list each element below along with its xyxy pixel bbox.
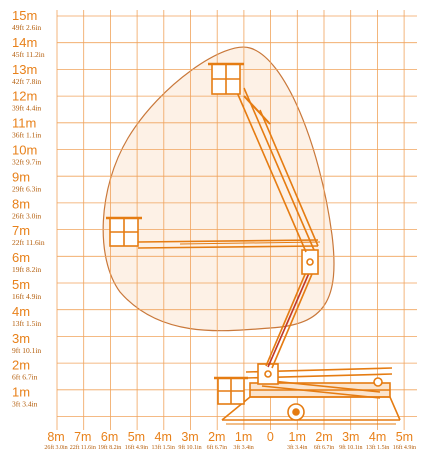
upper-boom-raised xyxy=(235,87,319,253)
y-tick-label-feet: 16ft 4.9in xyxy=(12,292,41,301)
x-tick-label-feet: 6ft 6.7in xyxy=(314,444,334,450)
y-tick-label-feet: 13ft 1.5in xyxy=(12,319,41,328)
x-tick-label-meters: 8m xyxy=(47,430,64,444)
boom-lift-machine xyxy=(106,62,401,425)
x-tick-label-meters: 1m xyxy=(289,430,306,444)
wheel-icon xyxy=(287,403,305,421)
x-tick-label-meters: 2m xyxy=(315,430,332,444)
y-tick-label-meters: 5m xyxy=(12,277,30,292)
x-tick-label-feet: 13ft 1.5in xyxy=(366,444,389,450)
x-tick-label-meters: 3m xyxy=(342,430,359,444)
x-tick-label-feet: 9ft 10.1in xyxy=(178,444,201,450)
x-tick-label-meters: 5m xyxy=(396,430,413,444)
y-tick-label-meters: 6m xyxy=(12,250,30,265)
x-tick-label-meters: 5m xyxy=(128,430,145,444)
y-tick-label-meters: 3m xyxy=(12,331,30,346)
y-tick-label-feet: 9ft 10.1in xyxy=(12,346,41,355)
chassis xyxy=(221,382,401,425)
y-tick-label-meters: 12m xyxy=(12,89,37,104)
x-tick-label-meters: 7m xyxy=(74,430,91,444)
x-tick-label-feet: 13ft 1.5in xyxy=(152,444,175,450)
x-tick-label-feet: 16ft 4.9in xyxy=(125,444,148,450)
x-tick-label-meters: 2m xyxy=(208,430,225,444)
x-tick-label-meters: 4m xyxy=(369,430,386,444)
y-tick-label-meters: 4m xyxy=(12,304,30,319)
boom-outreach xyxy=(137,239,321,249)
y-tick-label-meters: 7m xyxy=(12,223,30,238)
x-tick-label-feet: 22ft 11.6in xyxy=(70,444,96,450)
x-tick-label-feet: 9ft 10.1in xyxy=(339,444,362,450)
y-tick-label-meters: 2m xyxy=(12,358,30,373)
y-tick-label-meters: 1m xyxy=(12,385,30,400)
y-tick-label-meters: 11m xyxy=(12,116,36,131)
y-tick-label-meters: 15m xyxy=(12,8,37,23)
y-tick-label-feet: 3ft 3.4in xyxy=(12,400,38,409)
y-tick-label-feet: 42ft 7.8in xyxy=(12,77,41,86)
platform-max-height xyxy=(208,62,244,95)
x-tick-label-feet: 26ft 3.0in xyxy=(44,444,67,450)
x-tick-label-feet: 3ft 3.4in xyxy=(233,444,253,450)
lower-boom xyxy=(265,271,313,369)
y-tick-label-feet: 19ft 8.2in xyxy=(12,265,41,274)
x-tick-label-feet: 16ft 4.9in xyxy=(393,444,416,450)
x-tick-label-feet: 3ft 3.4in xyxy=(287,444,307,450)
x-tick-label-meters: 6m xyxy=(101,430,118,444)
y-tick-label-meters: 10m xyxy=(12,143,37,158)
y-tick-label-feet: 39ft 4.4in xyxy=(12,104,41,113)
x-tick-label-meters: 1m xyxy=(235,430,252,444)
x-tick-label-meters: 3m xyxy=(181,430,198,444)
y-tick-label-meters: 13m xyxy=(12,62,37,77)
x-tick-label-meters: 0 xyxy=(267,430,274,444)
y-tick-label-feet: 49ft 2.6in xyxy=(12,23,41,32)
y-tick-label-meters: 8m xyxy=(12,196,30,211)
y-tick-label-meters: 14m xyxy=(12,35,37,50)
y-tick-label-feet: 32ft 9.7in xyxy=(12,158,41,167)
x-tick-label-feet: 6ft 6.7in xyxy=(207,444,227,450)
y-tick-label-feet: 36ft 1.1in xyxy=(12,131,41,140)
y-tick-label-feet: 6ft 6.7in xyxy=(12,373,38,382)
x-tick-label-feet: 19ft 8.2in xyxy=(98,444,121,450)
y-tick-label-meters: 9m xyxy=(12,169,30,184)
y-tick-label-feet: 29ft 6.3in xyxy=(12,184,41,193)
y-tick-label-feet: 45ft 11.2in xyxy=(12,50,45,59)
knuckle-joint xyxy=(301,249,319,275)
turret xyxy=(257,363,279,385)
x-tick-label-meters: 4m xyxy=(155,430,172,444)
y-tick-label-feet: 26ft 3.0in xyxy=(12,211,41,220)
platform-max-outreach xyxy=(106,216,142,247)
working-envelope xyxy=(102,46,335,332)
stowed-platform xyxy=(214,376,248,405)
y-tick-label-feet: 22ft 11.6in xyxy=(12,238,45,247)
